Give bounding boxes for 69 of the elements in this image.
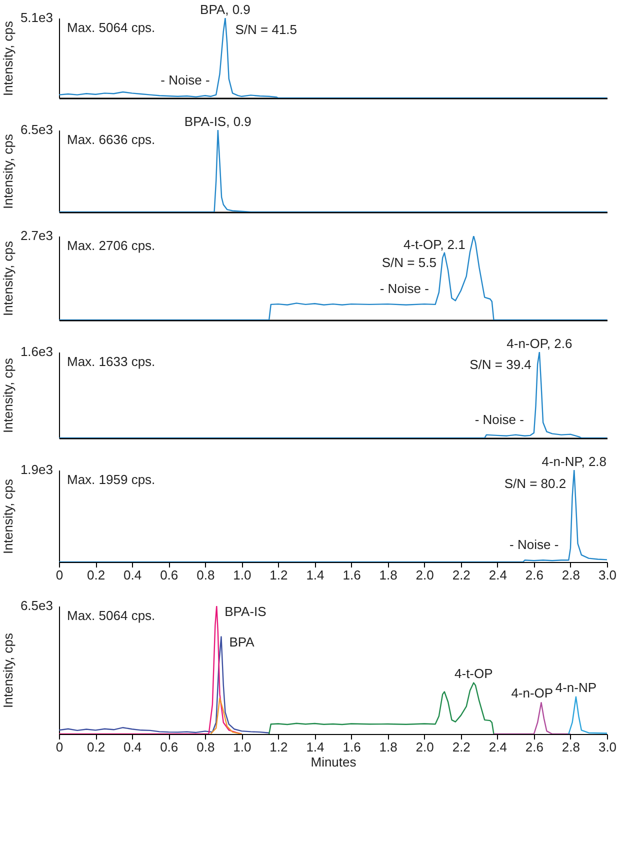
text: 5.1e3 bbox=[20, 10, 53, 25]
text: 2.7e3 bbox=[20, 228, 53, 243]
x-tick-label: 1.4 bbox=[306, 740, 324, 754]
y-axis-title: Intensity, cps bbox=[0, 478, 16, 554]
annotation: Max. 1959 cps. bbox=[67, 472, 156, 487]
x-tick-label: 0.6 bbox=[160, 740, 178, 754]
annotation: - Noise - bbox=[160, 72, 210, 88]
annotation: S/N = 80.2 bbox=[504, 476, 566, 491]
y-axis-title: Intensity, cps bbox=[0, 632, 16, 708]
x-tick-label: 0.4 bbox=[124, 568, 142, 582]
annotation: S/N = 5.5 bbox=[382, 254, 436, 270]
x-tick-label: 1.6 bbox=[342, 740, 361, 754]
y-axis-title: Intensity, cps bbox=[0, 20, 16, 96]
annotation: 4-n-NP, 2.8 bbox=[542, 454, 607, 469]
x-tick-label: 2.0 bbox=[416, 740, 434, 754]
x-tick-label: 1.2 bbox=[270, 568, 288, 582]
x-tick-label: 0 bbox=[56, 568, 64, 582]
x-tick-label: 0 bbox=[56, 740, 64, 754]
annotation: 4-n-OP, 2.6 bbox=[506, 336, 572, 351]
annotation: - Noise - bbox=[510, 537, 559, 552]
x-tick-label: 0.6 bbox=[160, 568, 178, 582]
annotation: S/N = 41.5 bbox=[235, 22, 298, 37]
annotation: Max. 1633 cps. bbox=[67, 354, 156, 369]
x-tick-label: 1.8 bbox=[379, 568, 398, 582]
y-axis-title: Intensity, cps bbox=[0, 240, 16, 316]
text: 1.9e3 bbox=[20, 462, 53, 477]
x-tick-label: 0.2 bbox=[86, 568, 106, 582]
series-label: 4-n-OP bbox=[511, 686, 554, 701]
annotation: Max. 5064 cps. bbox=[67, 608, 156, 623]
x-tick-label: 2.2 bbox=[452, 740, 470, 754]
x-tick-label: 1.0 bbox=[233, 740, 252, 754]
annotation: - Noise - bbox=[380, 281, 429, 296]
annotation: Max. 6636 cps. bbox=[67, 132, 156, 147]
annotation: - Noise - bbox=[474, 412, 524, 427]
x-tick-label: 0.4 bbox=[124, 740, 142, 754]
text: 6.5e3 bbox=[20, 122, 53, 137]
series-label: BPA-IS bbox=[224, 604, 267, 619]
annotation: S/N = 39.4 bbox=[470, 356, 532, 372]
x-tick-label: 3.0 bbox=[598, 740, 617, 754]
x-tick-label: 0.2 bbox=[86, 740, 106, 754]
y-axis-title: Intensity, cps bbox=[0, 134, 16, 209]
x-tick-label: 2.6 bbox=[525, 740, 544, 754]
x-tick-label: 2.0 bbox=[416, 568, 434, 582]
x-tick-label: 2.4 bbox=[488, 740, 507, 754]
x-tick-label: 1.6 bbox=[342, 568, 361, 582]
x-tick-label: 2.2 bbox=[452, 568, 470, 582]
x-tick-label: 2.8 bbox=[562, 740, 580, 754]
x-tick-label: 0.8 bbox=[196, 740, 215, 754]
annotation: Max. 2706 cps. bbox=[67, 238, 156, 253]
x-tick-label: 1.8 bbox=[379, 740, 398, 754]
annotation: Max. 5064 cps. bbox=[67, 20, 156, 35]
x-tick-label: 3.0 bbox=[598, 568, 617, 582]
annotation: BPA, 0.9 bbox=[200, 2, 250, 17]
annotation: BPA-IS, 0.9 bbox=[184, 114, 252, 129]
text: 1.6e3 bbox=[20, 344, 53, 359]
series-label: BPA bbox=[229, 634, 255, 650]
text: 6.5e3 bbox=[20, 598, 53, 613]
x-tick-label: 1.4 bbox=[306, 568, 324, 582]
y-axis-title: Intensity, cps bbox=[0, 358, 16, 433]
x-tick-label: 0.8 bbox=[196, 568, 215, 582]
x-tick-label: 1.0 bbox=[233, 568, 252, 582]
x-tick-label: 2.8 bbox=[562, 568, 580, 582]
x-axis-title: Minutes bbox=[310, 754, 357, 770]
series-label: 4-n-NP bbox=[555, 680, 597, 695]
x-tick-label: 1.2 bbox=[270, 740, 288, 754]
x-tick-label: 2.4 bbox=[488, 568, 507, 582]
x-tick-label: 2.6 bbox=[525, 568, 544, 582]
annotation: 4-t-OP, 2.1 bbox=[403, 236, 466, 252]
series-label: 4-t-OP bbox=[454, 666, 493, 681]
